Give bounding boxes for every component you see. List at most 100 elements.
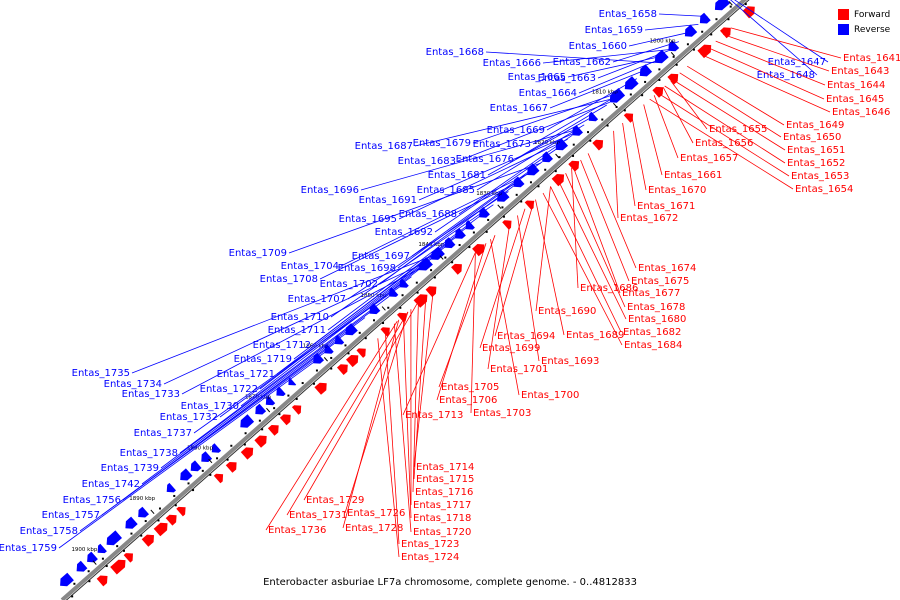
- forward-gene-label: Entas_1700: [521, 390, 579, 401]
- reverse-gene-label-leader: [179, 296, 390, 454]
- fwd-marker: [157, 519, 160, 522]
- fwd-marker: [537, 185, 540, 188]
- rev-marker: [273, 407, 276, 410]
- forward-gene: [720, 27, 731, 39]
- scale-tick: [555, 153, 560, 159]
- forward-gene-label: Entas_1686: [580, 283, 638, 294]
- reverse-gene-label: Entas_1685: [417, 185, 475, 196]
- forward-gene: [279, 414, 291, 426]
- fwd-marker: [174, 504, 177, 507]
- fwd-marker: [192, 489, 195, 492]
- forward-gene: [425, 286, 437, 298]
- scale-tick-label: 1880 kbp: [187, 445, 213, 451]
- reverse-gene-label: Entas_1647: [768, 57, 826, 68]
- reverse-gene-label: Entas_1739: [101, 463, 159, 474]
- reverse-gene-label: Entas_1669: [487, 125, 545, 136]
- reverse-gene: [201, 451, 213, 462]
- forward-gene-label: Entas_1675: [631, 276, 689, 287]
- fwd-marker: [140, 534, 143, 537]
- forward-gene-label: Entas_1651: [787, 145, 845, 156]
- forward-gene: [592, 139, 604, 151]
- reverse-gene-label: Entas_1648: [757, 70, 815, 81]
- fwd-marker: [502, 215, 505, 218]
- rev-marker: [658, 68, 661, 71]
- scale-tick: [208, 458, 213, 464]
- reverse-gene-label: Entas_1702: [320, 279, 378, 290]
- reverse-gene: [265, 395, 276, 406]
- reverse-gene: [166, 482, 176, 493]
- forward-gene: [397, 312, 407, 323]
- reverse-gene-label-leader: [347, 191, 509, 300]
- reverse-gene: [240, 414, 255, 428]
- rev-marker: [472, 231, 475, 234]
- reverse-gene-label: Entas_1695: [339, 214, 397, 225]
- reverse-gene-label-leader: [644, 24, 699, 31]
- rev-marker: [187, 482, 190, 485]
- forward-gene-label: Entas_1714: [416, 462, 474, 473]
- reverse-gene-label-leader: [160, 306, 378, 469]
- reverse-gene: [497, 189, 510, 202]
- reverse-gene: [276, 386, 286, 396]
- forward-gene-label-leader: [377, 338, 400, 558]
- rev-marker: [73, 582, 76, 585]
- reverse-gene: [624, 76, 639, 90]
- forward-gene: [568, 160, 580, 172]
- fwd-marker: [347, 352, 350, 355]
- forward-gene: [240, 447, 254, 460]
- forward-gene-label: Entas_1728: [345, 523, 403, 534]
- rev-marker: [644, 80, 647, 83]
- fwd-marker: [692, 48, 695, 51]
- fwd-marker: [433, 276, 436, 279]
- forward-gene: [225, 462, 237, 473]
- rev-marker: [216, 457, 219, 460]
- reverse-gene-label-leader: [658, 13, 708, 17]
- forward-gene-label-leader: [656, 92, 790, 177]
- reverse-gene-label: Entas_1692: [375, 227, 433, 238]
- rev-marker: [444, 256, 447, 259]
- rev-marker: [415, 281, 418, 284]
- rev-marker: [601, 118, 604, 121]
- forward-gene-label: Entas_1677: [622, 288, 680, 299]
- reverse-gene-label: Entas_1691: [359, 195, 417, 206]
- forward-gene-label: Entas_1729: [306, 495, 364, 506]
- fwd-marker: [623, 109, 626, 112]
- fwd-marker: [209, 473, 212, 476]
- forward-gene-label-leader: [671, 79, 786, 151]
- rev-marker: [515, 193, 518, 196]
- forward-gene: [291, 405, 302, 415]
- rev-marker: [287, 394, 290, 397]
- forward-gene-label-leader: [412, 302, 419, 493]
- fwd-marker: [451, 261, 454, 264]
- reverse-gene-label-leader: [485, 51, 655, 64]
- forward-gene-label: Entas_1731: [289, 510, 347, 521]
- scale-tick: [266, 407, 271, 413]
- reverse-gene-label: Entas_1660: [569, 41, 627, 52]
- reverse-gene-label-leader: [597, 50, 669, 79]
- rev-marker: [615, 106, 618, 109]
- forward-gene-label: Entas_1693: [541, 356, 599, 367]
- reverse-gene-label: Entas_1711: [268, 325, 326, 336]
- reverse-gene-label-leader: [141, 317, 366, 485]
- scale-tick: [670, 51, 675, 57]
- forward-gene-label: Entas_1715: [416, 474, 474, 485]
- reverse-gene-label: Entas_1708: [260, 274, 318, 285]
- reverse-gene-label-leader: [181, 267, 423, 395]
- forward-gene: [697, 44, 712, 59]
- scale-tick: [497, 204, 502, 209]
- rev-marker: [258, 419, 261, 422]
- reverse-gene: [255, 403, 267, 415]
- scale-tick: [323, 357, 328, 362]
- rev-marker: [672, 55, 675, 58]
- forward-gene-label: Entas_1645: [826, 94, 884, 105]
- forward-gene-label: Entas_1653: [791, 171, 849, 182]
- forward-gene-label-leader: [344, 311, 409, 514]
- forward-gene-label: Entas_1674: [638, 263, 696, 274]
- forward-gene-label: Entas_1671: [637, 201, 695, 212]
- fwd-marker: [105, 565, 108, 568]
- reverse-swatch: [838, 24, 849, 35]
- forward-gene-label: Entas_1690: [538, 306, 596, 317]
- forward-gene: [337, 364, 348, 375]
- reverse-gene-label: Entas_1730: [181, 401, 239, 412]
- forward-gene-label-leader: [679, 72, 782, 138]
